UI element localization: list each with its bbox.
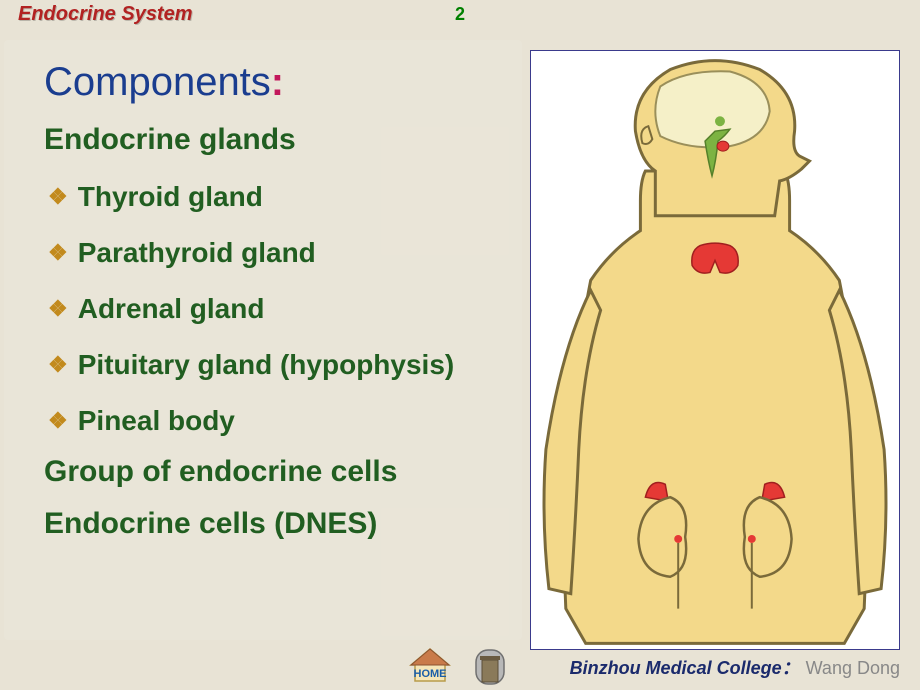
list-item: ❖ Adrenal gland [44,293,512,325]
list-item: ❖ Parathyroid gland [44,237,512,269]
main-heading: Components: [44,60,512,105]
anatomy-diagram [530,50,900,650]
diagram-panel [530,50,900,640]
bullet-icon: ❖ [48,184,68,210]
list-item: ❖ Pituitary gland (hypophysis) [44,349,512,381]
section-heading-3: Endocrine cells (DNES) [44,507,512,541]
bullet-text: Parathyroid gland [78,237,316,269]
list-item: ❖ Pineal body [44,405,512,437]
slide-header: Endocrine System 2 [0,0,920,28]
heading-text: Components [44,60,271,104]
door-icon [472,646,508,686]
bullet-text: Pineal body [78,405,235,437]
slide-footer: HOME Binzhou Medical College： Wang Dong [0,642,920,690]
section-heading-1: Endocrine glands [44,123,512,157]
bullet-icon: ❖ [48,296,68,322]
home-icon: HOME [407,647,453,685]
bullet-text: Adrenal gland [78,293,265,325]
bullet-text: Pituitary gland (hypophysis) [78,349,454,381]
college-name: Binzhou Medical College [570,658,782,678]
bullet-text: Thyroid gland [78,181,263,213]
main-content: Components: Endocrine glands ❖ Thyroid g… [0,40,920,640]
door-button[interactable] [466,646,514,686]
list-item: ❖ Thyroid gland [44,181,512,213]
author-name: Wang Dong [806,658,900,678]
separator: ： [782,658,800,678]
home-button[interactable]: HOME [406,646,454,686]
text-panel: Components: Endocrine glands ❖ Thyroid g… [4,40,522,640]
page-number: 2 [455,4,465,25]
bullet-icon: ❖ [48,240,68,266]
svg-text:HOME: HOME [414,668,447,680]
footer-credit: Binzhou Medical College： Wang Dong [570,654,900,680]
section-heading-2: Group of endocrine cells [44,455,512,489]
colon: : [271,60,284,104]
header-title: Endocrine System [18,3,193,26]
bullet-icon: ❖ [48,408,68,434]
bullet-icon: ❖ [48,352,68,378]
